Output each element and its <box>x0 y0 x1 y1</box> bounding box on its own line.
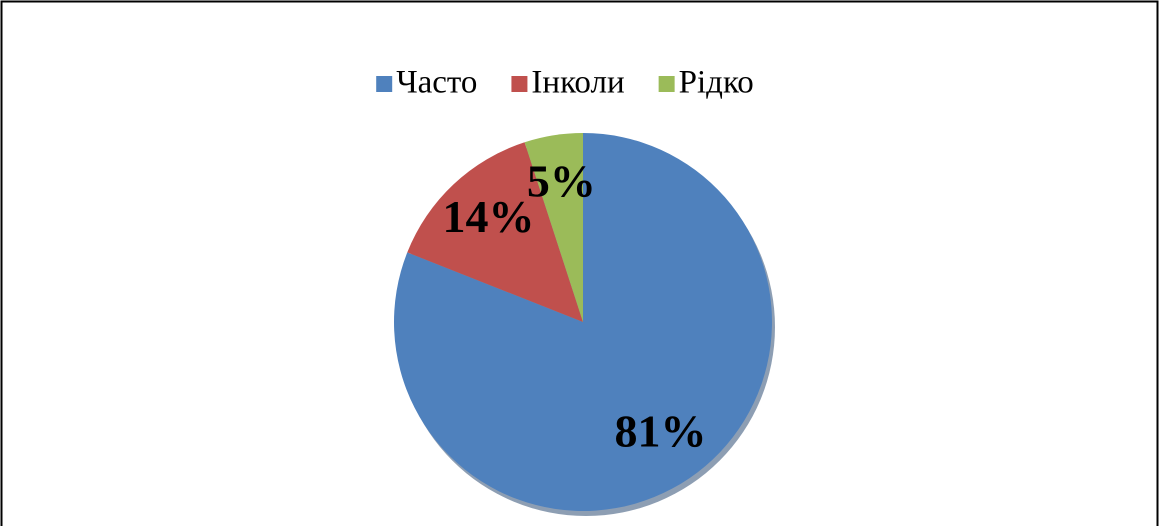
legend-text: Часто <box>396 65 477 101</box>
pie-slice <box>407 142 583 322</box>
value-label: 14% <box>443 191 535 242</box>
legend-text: Інколи <box>531 65 624 101</box>
legend-text: Рідко <box>679 65 754 101</box>
legend-swatch <box>376 76 393 92</box>
value-label: 5% <box>527 155 596 206</box>
legend: Часто Інколи Рідко <box>376 65 754 101</box>
value-label: 81% <box>615 406 707 457</box>
legend-swatch <box>658 76 675 92</box>
pie-slice <box>393 133 773 512</box>
legend-swatch <box>511 76 528 92</box>
pie-slice <box>524 133 583 322</box>
